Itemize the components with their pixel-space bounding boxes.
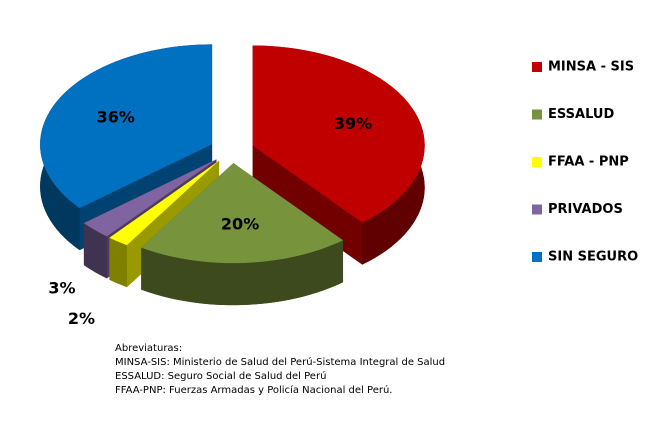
slice [141, 163, 344, 306]
slice-top [83, 159, 217, 237]
legend-swatch [532, 62, 542, 72]
slice-top [109, 160, 220, 246]
data-label: 20% [221, 215, 259, 234]
legend-swatch [532, 252, 542, 262]
slice-side [109, 160, 220, 280]
legend-label: FFAA - PNP [548, 155, 629, 170]
labels: 39% 20% 2% 3% 36% [48, 107, 372, 328]
slice-wall [109, 237, 127, 288]
data-label: 36% [96, 107, 134, 126]
slice-top [252, 45, 425, 223]
legend-swatch [532, 204, 542, 215]
data-label: 39% [334, 114, 372, 133]
legend-swatch [532, 157, 542, 167]
pie [40, 44, 425, 306]
slice-top [40, 44, 213, 209]
legend-label: MINSA - SIS [548, 60, 634, 75]
slice-wall [141, 240, 344, 306]
note-line: ESSALUD: Seguro Social de Salud del Perú [115, 370, 326, 382]
slice-wall [83, 223, 107, 279]
note-line: MINSA-SIS: Ministerio de Salud del Perú-… [115, 356, 445, 368]
data-label: 2% [68, 309, 95, 328]
note-line: FFAA-PNP: Fuerzas Armadas y Policía Naci… [115, 384, 392, 396]
legend: MINSA - SIS ESSALUD FFAA - PNP PRIVADOS SIN … [532, 60, 638, 265]
legend-swatch [532, 109, 542, 120]
notes-title: Abreviaturas: [115, 343, 182, 354]
legend-label: SIN SEGURO [548, 250, 638, 265]
legend-label: PRIVADOS [548, 202, 623, 217]
data-label: 3% [48, 279, 75, 298]
slice-top [141, 163, 344, 264]
legend-label: ESSALUD [548, 107, 614, 122]
